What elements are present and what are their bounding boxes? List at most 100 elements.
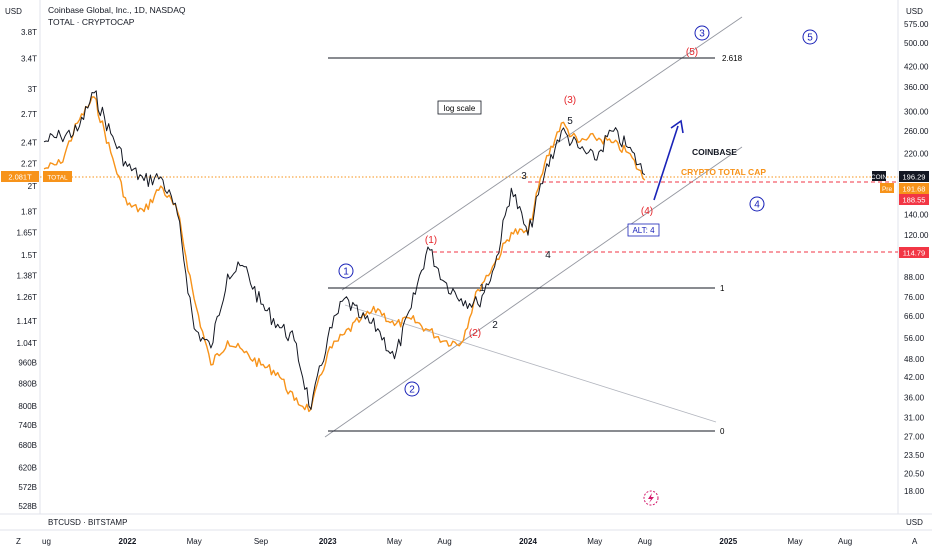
annotations: log scale COINBASE CRYPTO TOTAL CAP ALT:… <box>437 100 766 237</box>
left-currency-label[interactable]: USD <box>5 7 22 16</box>
blue-wave-circle <box>694 25 710 41</box>
left-axis-tick: 2.2T <box>21 159 37 168</box>
bottom-right-currency[interactable]: USD <box>906 518 923 527</box>
total-symbol-text: TOTAL <box>47 175 68 182</box>
black-wave-labels: 1 2 3 4 5 <box>479 116 573 331</box>
pre-price-text: 191.68 <box>903 185 926 194</box>
x-axis-tick: Sep <box>254 537 269 546</box>
z-button[interactable]: Z <box>16 537 21 546</box>
right-axis-tick: 31.00 <box>904 414 925 423</box>
total-symbol-tag <box>43 171 72 182</box>
right-axis-tick: 420.00 <box>904 62 929 71</box>
projection-arrow <box>653 119 684 201</box>
x-axis-tick: 2024 <box>519 537 537 546</box>
x-axis-tick: May <box>787 537 802 546</box>
x-axis-tick: 2025 <box>719 537 737 546</box>
blue-wave-circle <box>749 196 765 212</box>
x-axis: ug 2022 May Sep 2023 May Aug 2024 May Aug 2025 May A… <box>42 537 852 546</box>
right-axis-tick: 76.00 <box>904 293 925 302</box>
blue-wave-circle <box>802 29 818 45</box>
left-axis-tick: 3.8T <box>21 28 37 37</box>
coin-symbol-text: COIN <box>871 174 888 181</box>
left-axis-tick: 2T <box>28 182 37 191</box>
channel-upper-line <box>341 16 743 291</box>
coinbase-label: COINBASE <box>692 147 737 157</box>
log-scale-box <box>437 100 482 115</box>
pre-tag <box>880 183 894 193</box>
black-wave-label: 4 <box>545 250 551 261</box>
fib-label-2618: 2.618 <box>722 54 743 63</box>
blue-wave-labels: 1 2 3 4 5 <box>338 25 818 397</box>
right-axis-tick: 220.00 <box>904 150 929 159</box>
right-axis-tick: 120.00 <box>904 231 929 240</box>
left-axis-tick: 3T <box>28 85 37 94</box>
right-axis-tick: 66.00 <box>904 312 925 321</box>
blue-wave-label: 4 <box>754 200 760 211</box>
red-price-text: 188.55 <box>903 196 926 205</box>
total-line <box>43 96 646 413</box>
right-axis-tick: 42.00 <box>904 373 925 382</box>
left-axis-tick: 1.8T <box>21 207 37 216</box>
right-axis-tick: 300.00 <box>904 108 929 117</box>
left-axis-tick: 880B <box>18 379 37 388</box>
left-axis-tick: 1.26T <box>17 293 38 302</box>
coin-price-tag <box>899 171 929 182</box>
total-price-text: 2.081T <box>8 173 32 182</box>
alt4-box <box>627 223 660 237</box>
red-wave-label: (1) <box>425 235 437 246</box>
bottom-symbol-label: BTCUSD · BITSTAMP <box>48 518 127 527</box>
log-scale-label: log scale <box>444 104 476 113</box>
price-tags: COIN 196.29 Pre 191.68 188.55 114.79 2.0… <box>1 171 929 258</box>
left-axis-tick: 620B <box>18 463 37 472</box>
black-wave-label: 2 <box>492 320 498 331</box>
x-axis-tick: May <box>187 537 202 546</box>
alt4-label: ALT: 4 <box>632 226 655 235</box>
x-axis-tick: Aug <box>638 537 652 546</box>
right-axis-tick: 18.00 <box>904 487 925 496</box>
lightning-icon-bolt <box>648 493 654 503</box>
chart-subtitle: TOTAL · CRYPTOCAP <box>48 17 135 27</box>
blue-wave-label: 5 <box>807 33 813 44</box>
right-currency-label[interactable]: USD <box>906 7 923 16</box>
total-series <box>43 96 646 413</box>
blue-wave-label: 1 <box>343 267 349 278</box>
left-axis-tick: 2.4T <box>21 138 37 147</box>
red-wave-label: (3) <box>564 95 576 106</box>
crypto-total-cap-label: CRYPTO TOTAL CAP <box>681 167 766 177</box>
coin-line <box>43 90 646 410</box>
x-axis-tick: 2022 <box>119 537 137 546</box>
x-axis-tick: Aug <box>437 537 451 546</box>
fib-label-0: 0 <box>720 427 725 436</box>
right-axis-tick: 140.00 <box>904 210 929 219</box>
lightning-icon[interactable] <box>643 490 659 506</box>
blue-wave-label: 3 <box>699 29 705 40</box>
x-axis-tick: Aug <box>838 537 852 546</box>
left-axis-tick: 800B <box>18 402 37 411</box>
left-axis-tick: 528B <box>18 502 37 511</box>
blue-wave-label: 2 <box>409 385 415 396</box>
blue-wave-circle <box>338 263 354 279</box>
red-wave-label: (5) <box>686 47 698 58</box>
coin-series <box>43 90 646 410</box>
right-axis-tick: 88.00 <box>904 273 925 282</box>
right-axis-tick: 23.50 <box>904 451 925 460</box>
channel-lower-line <box>324 146 743 438</box>
left-axis-tick: 960B <box>18 358 37 367</box>
right-axis-tick: 48.00 <box>904 355 925 364</box>
left-axis-tick: 572B <box>18 483 37 492</box>
total-price-tag <box>1 171 39 182</box>
auto-scale-button[interactable]: A <box>912 537 918 546</box>
right-axis-tick: 360.00 <box>904 83 929 92</box>
left-axis-tick: 740B <box>18 421 37 430</box>
fib-diagonal-line <box>344 304 717 423</box>
lightning-icon-ring <box>643 490 659 506</box>
red-wave-label: (4) <box>641 206 653 217</box>
left-axis-tick: 2.7T <box>21 110 37 119</box>
right-axis-tick: 575.00 <box>904 20 929 29</box>
arrow-shaft <box>653 125 679 201</box>
left-axis-tick: 1.04T <box>17 339 38 348</box>
red-wave-label: (2) <box>469 328 481 339</box>
right-axis-tick: 260.00 <box>904 127 929 136</box>
arrow-head <box>670 119 684 134</box>
coin-price-text: 196.29 <box>903 173 926 182</box>
